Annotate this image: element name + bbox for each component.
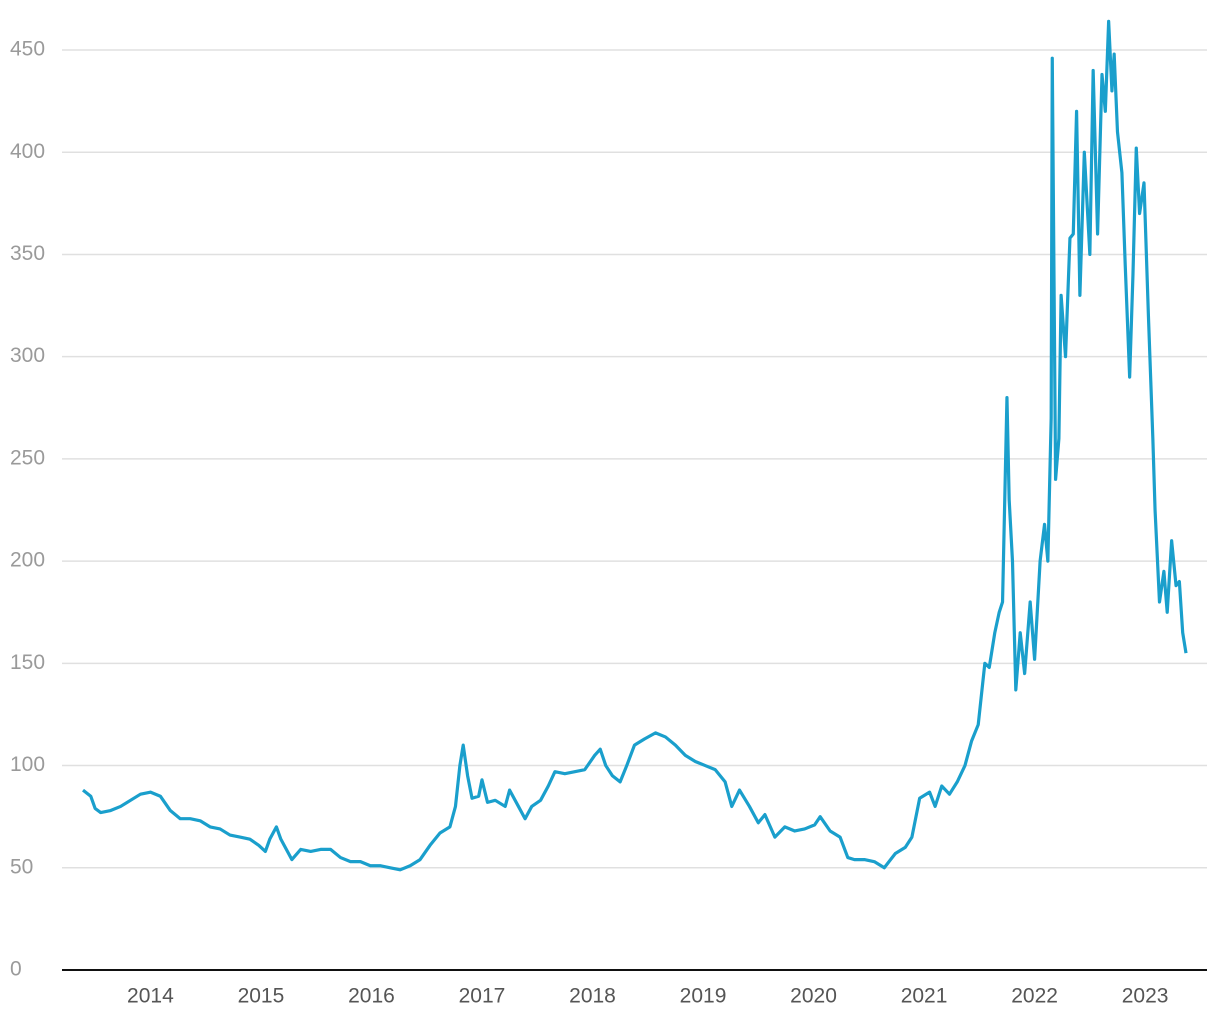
x-tick-label: 2022 (1011, 985, 1058, 1008)
y-tick-label: 0 (10, 958, 22, 981)
x-tick-label: 2020 (790, 985, 837, 1008)
x-tick-label: 2015 (238, 985, 285, 1008)
x-tick-label: 2019 (680, 985, 727, 1008)
y-tick-label: 250 (10, 446, 45, 469)
x-tick-label: 2016 (348, 985, 395, 1008)
x-tick-label: 2023 (1122, 985, 1169, 1008)
y-tick-label: 300 (10, 344, 45, 367)
x-tick-label: 2017 (459, 985, 506, 1008)
y-tick-label: 450 (10, 38, 45, 61)
x-tick-label: 2014 (127, 985, 174, 1008)
x-tick-label: 2021 (901, 985, 948, 1008)
y-tick-label: 400 (10, 140, 45, 163)
y-tick-label: 200 (10, 549, 45, 572)
price-line (82, 19, 1188, 872)
y-tick-label: 50 (10, 855, 33, 878)
y-tick-label: 150 (10, 651, 45, 674)
y-tick-label: 350 (10, 242, 45, 265)
x-tick-label: 2018 (569, 985, 616, 1008)
y-tick-label: 100 (10, 753, 45, 776)
